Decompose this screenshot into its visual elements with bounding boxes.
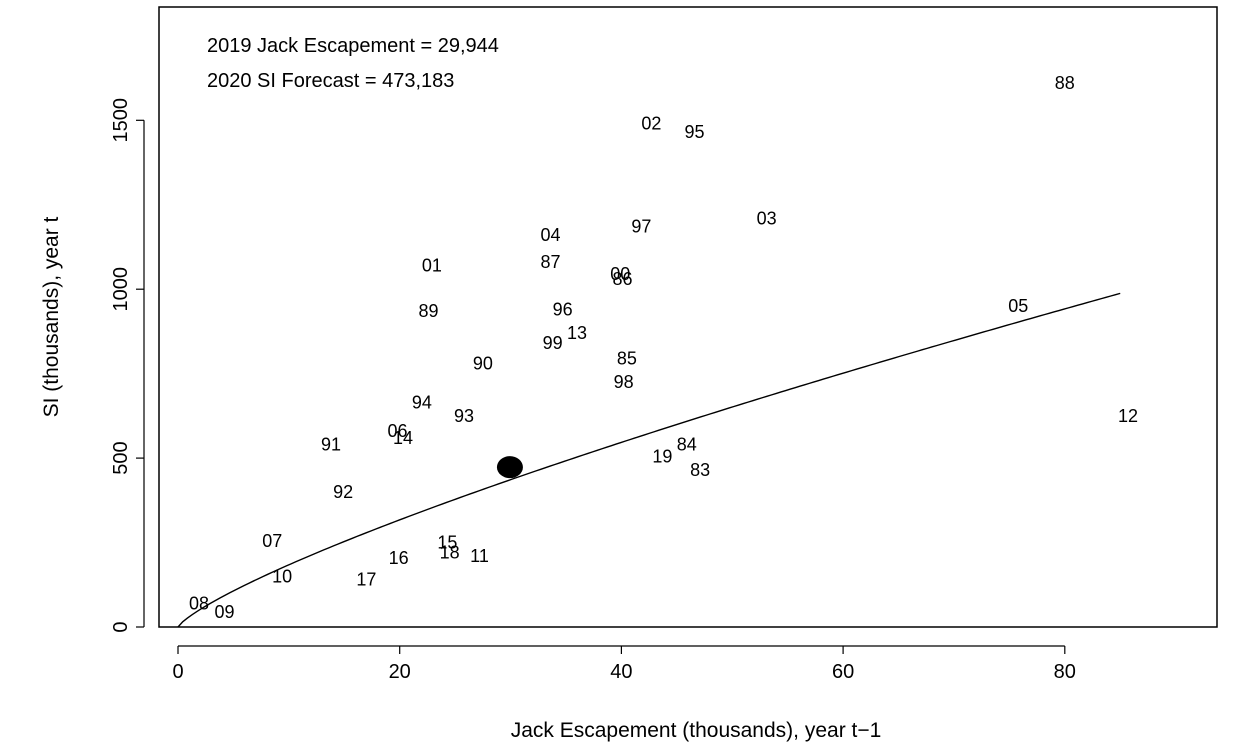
point-label-09: 09 (215, 602, 235, 622)
point-label-86: 86 (612, 269, 632, 289)
x-tick-label: 0 (172, 661, 183, 683)
point-label-16: 16 (389, 548, 409, 568)
point-label-18: 18 (440, 543, 460, 563)
point-label-89: 89 (419, 301, 439, 321)
y-tick-label: 500 (110, 441, 132, 474)
point-label-06: 06 (387, 421, 407, 441)
point-label-99: 99 (543, 333, 563, 353)
point-label-94: 94 (412, 392, 432, 412)
point-label-96: 96 (553, 299, 573, 319)
y-tick-label: 1500 (110, 98, 132, 143)
point-label-19: 19 (652, 446, 672, 466)
x-axis: 0 20 40 60 80 (172, 645, 1076, 683)
point-label-05: 05 (1008, 296, 1028, 316)
annotation-si-forecast: 2020 SI Forecast = 473,183 (207, 70, 454, 92)
point-label-07: 07 (262, 531, 282, 551)
point-label-84: 84 (677, 435, 697, 455)
plot-area (158, 6, 1218, 628)
point-label-11: 11 (470, 546, 489, 566)
y-axis-title: SI (thousands), year t (40, 216, 63, 417)
x-tick-label: 20 (389, 661, 411, 683)
point-label-12: 12 (1118, 406, 1138, 426)
y-tick-label: 1000 (110, 267, 132, 312)
point-label-14: 14 (393, 428, 413, 448)
point-label-13: 13 (567, 323, 587, 343)
y-tick-label: 0 (110, 621, 132, 632)
point-label-87: 87 (540, 252, 560, 272)
point-label-03: 03 (757, 208, 777, 228)
forecast-point (496, 456, 523, 479)
point-label-97: 97 (631, 217, 651, 237)
point-label-90: 90 (473, 354, 493, 374)
x-axis-title: Jack Escapement (thousands), year t−1 (511, 719, 882, 742)
point-label-10: 10 (272, 566, 292, 586)
point-label-01: 01 (422, 256, 442, 276)
point-label-00: 00 (610, 264, 630, 284)
fit-curve (177, 292, 1121, 628)
point-label-08: 08 (189, 593, 209, 613)
point-label-02: 02 (641, 114, 661, 134)
point-label-91: 91 (321, 435, 341, 455)
point-label-92: 92 (333, 482, 353, 502)
point-label-04: 04 (540, 225, 560, 245)
point-label-17: 17 (356, 570, 376, 590)
point-label-98: 98 (614, 372, 634, 392)
point-label-93: 93 (454, 406, 474, 426)
x-tick-label: 40 (610, 661, 632, 683)
y-axis: 0 500 1000 1500 (110, 98, 145, 633)
x-tick-label: 80 (1054, 661, 1076, 683)
x-tick-label: 60 (832, 661, 854, 683)
point-label-85: 85 (617, 348, 637, 368)
point-label-95: 95 (685, 122, 705, 142)
point-label-83: 83 (690, 460, 710, 480)
point-label-88: 88 (1055, 73, 1075, 93)
point-label-15: 15 (437, 533, 457, 553)
annotation-jack-escapement: 2019 Jack Escapement = 29,944 (207, 35, 499, 57)
